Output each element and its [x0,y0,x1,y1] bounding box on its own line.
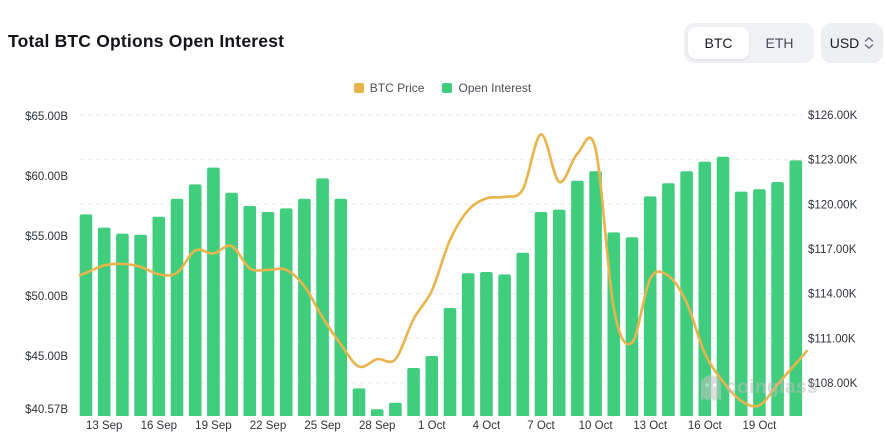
updown-chevron-icon [865,37,874,49]
legend-label: Open Interest [458,81,532,95]
x-axis-tick: 7 Oct [527,420,555,432]
open-interest-bar[interactable] [643,196,657,416]
open-interest-bar[interactable] [589,171,602,416]
open-interest-bar[interactable] [771,182,784,416]
x-axis-tick: 13 Sep [86,420,122,432]
open-interest-bar[interactable] [407,368,420,416]
legend-item-btc-price[interactable]: BTC Price [353,81,425,95]
legend-item-open-interest[interactable]: Open Interest [442,81,531,95]
open-interest-bar[interactable] [753,189,766,416]
btc-price-swatch-icon [353,83,364,93]
open-interest-bar[interactable] [225,192,238,416]
right-axis: $126.00K $123.00K $120.00K $117.00K $114.00K… [808,110,858,390]
open-interest-bar[interactable] [316,178,329,416]
x-axis-tick: 4 Oct [473,420,501,432]
x-axis-tick: 16 Oct [688,420,723,432]
chart-legend: BTC Price Open Interest [0,81,885,95]
x-axis-tick: 19 Oct [742,420,777,432]
left-axis-tick: $45.00B [25,351,68,363]
open-interest-bar[interactable] [498,274,511,416]
open-interest-bar[interactable] [261,212,275,416]
open-interest-bar[interactable] [298,198,311,416]
asset-toggle: BTC ETH [684,23,814,63]
right-axis-tick: $108.00K [808,378,858,390]
currency-value: USD [829,35,860,51]
right-axis-tick: $111.00K [808,333,856,345]
x-axis-tick: 22 Sep [250,420,286,432]
open-interest-swatch-icon [442,83,453,93]
open-interest-bar[interactable] [389,402,402,416]
right-axis-tick: $126.00K [808,110,858,122]
open-interest-bar[interactable] [243,206,257,416]
asset-toggle-eth[interactable]: ETH [749,27,810,59]
open-interest-bar[interactable] [279,208,293,416]
open-interest-bar[interactable] [789,160,803,416]
currency-select[interactable]: USD [821,23,883,63]
open-interest-bar[interactable] [716,156,730,417]
right-axis-tick: $114.00K [808,289,857,301]
x-axis-tick: 28 Sep [359,420,395,432]
gridlines [80,114,802,384]
right-axis-tick: $123.00K [808,155,858,167]
open-interest-bar[interactable] [698,161,712,416]
open-interest-bars [79,156,803,417]
open-interest-bar[interactable] [680,171,693,416]
open-interest-bar[interactable] [534,212,548,416]
left-axis-tick: $40.57B [25,404,68,416]
open-interest-bar[interactable] [461,273,475,416]
open-interest-bar[interactable] [116,233,129,416]
open-interest-bar[interactable] [571,180,584,416]
x-axis-tick: 25 Sep [304,420,340,432]
x-axis-tick: 19 Sep [195,420,231,432]
right-axis-tick: $120.00K [808,199,858,211]
open-interest-bar[interactable] [188,184,202,416]
page-title: Total BTC Options Open Interest [8,31,285,51]
open-interest-bar[interactable] [370,409,384,416]
left-axis-tick: $55.00B [25,231,68,243]
open-interest-bar[interactable] [516,252,530,416]
header-controls: BTC ETH USD [684,23,883,63]
open-interest-bar[interactable] [552,209,566,416]
open-interest-bar[interactable] [425,356,439,416]
open-interest-bar[interactable] [152,216,166,416]
open-interest-bar[interactable] [97,227,111,416]
right-axis-tick: $117.00K [808,244,857,256]
open-interest-bar[interactable] [134,234,147,416]
open-interest-bar[interactable] [207,167,220,416]
left-axis: $65.00B $60.00B $55.00B $50.00B $45.00B $40.5… [25,111,68,416]
asset-toggle-btc[interactable]: BTC [688,27,749,59]
open-interest-bar[interactable] [443,308,457,416]
x-axis-tick: 16 Sep [141,420,177,432]
left-axis-tick: $50.00B [25,291,68,303]
x-axis-tick: 13 Oct [633,420,668,432]
open-interest-bar[interactable] [480,272,493,416]
legend-label: BTC Price [369,81,425,95]
left-axis-tick: $65.00B [25,111,68,123]
btc-price-line [78,133,809,408]
open-interest-bar[interactable] [734,191,748,416]
open-interest-bar[interactable] [79,214,93,416]
open-interest-bar[interactable] [352,388,366,416]
open-interest-bar[interactable] [662,183,675,416]
x-axis-tick: 10 Oct [579,420,614,432]
x-axis-tick: 1 Oct [418,420,446,432]
x-axis: 13 Sep 16 Sep 19 Sep 22 Sep 25 Sep 28 Sep 1 Oc… [86,420,777,432]
open-interest-bar[interactable] [170,198,184,416]
open-interest-bar[interactable] [334,198,348,416]
open-interest-bar[interactable] [625,237,639,416]
left-axis-tick: $60.00B [25,171,68,183]
